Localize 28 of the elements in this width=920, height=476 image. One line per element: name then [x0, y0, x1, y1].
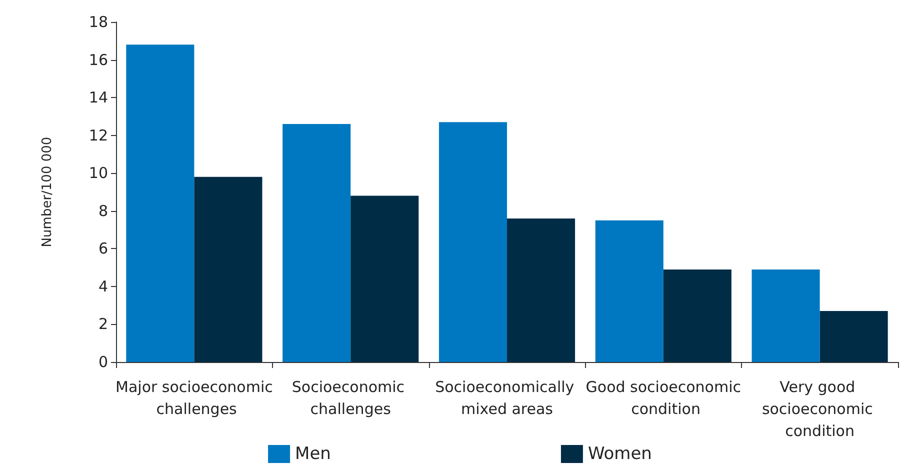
bar	[507, 218, 576, 362]
bar	[350, 196, 419, 362]
bar	[126, 44, 194, 362]
y-tick-label: 2	[98, 315, 108, 334]
y-axis-title: Number/100 000	[40, 136, 55, 248]
y-tick-label: 12	[88, 126, 108, 144]
x-tick-label: Socioeconomically mixed areas	[435, 378, 579, 418]
x-tick-label: Socioeconomic challenges	[292, 378, 410, 418]
bar	[595, 220, 664, 362]
y-tick-label: 6	[98, 240, 108, 258]
bar	[438, 122, 507, 362]
y-tick-label: 8	[98, 202, 108, 220]
y-tick-label: 4	[98, 277, 108, 296]
bar	[663, 269, 732, 362]
bar	[282, 124, 351, 362]
y-tick-label: 18	[88, 13, 108, 31]
legend-label: Women	[588, 444, 652, 464]
y-tick-label: 10	[88, 164, 108, 182]
y-tick-label: 0	[98, 353, 108, 371]
legend-label: Men	[295, 444, 331, 464]
bar	[194, 176, 262, 362]
y-tick-label: 14	[88, 88, 108, 107]
y-tick-label: 16	[88, 50, 108, 69]
bar	[752, 269, 820, 362]
x-tick-label: Major socioeconomic challenges	[116, 378, 273, 418]
x-tick-label: Good socioeconomic condition	[586, 378, 742, 418]
bar	[820, 311, 888, 362]
x-tick-label: Very good socioeconomic condition	[762, 378, 878, 440]
